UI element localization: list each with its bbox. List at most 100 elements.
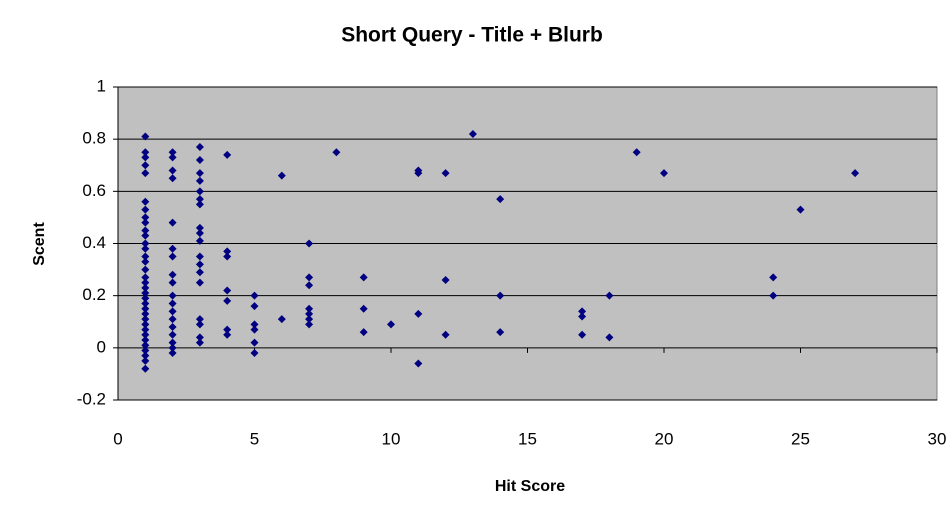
point xyxy=(141,244,150,253)
point xyxy=(141,315,150,324)
point xyxy=(195,223,204,232)
point xyxy=(223,286,232,295)
y-tick-label: 0.6 xyxy=(82,181,106,200)
point xyxy=(387,320,395,329)
point xyxy=(141,309,150,318)
point xyxy=(168,299,177,308)
point xyxy=(168,252,177,261)
point xyxy=(168,338,177,347)
x-tick-label: 25 xyxy=(791,429,810,448)
point xyxy=(195,229,204,238)
point xyxy=(769,291,778,300)
point xyxy=(141,153,150,162)
point xyxy=(632,148,641,157)
point xyxy=(141,283,150,292)
point xyxy=(168,166,177,175)
point xyxy=(141,294,150,303)
point xyxy=(195,236,204,245)
point xyxy=(168,153,177,162)
point xyxy=(195,278,204,287)
point xyxy=(277,315,286,324)
point xyxy=(250,325,259,334)
point xyxy=(250,291,259,300)
point xyxy=(141,161,150,170)
point xyxy=(414,309,423,318)
point xyxy=(223,296,232,305)
point xyxy=(195,320,204,329)
point xyxy=(359,328,368,337)
point xyxy=(141,148,150,157)
point xyxy=(195,187,204,196)
point xyxy=(305,320,314,329)
point xyxy=(277,171,286,180)
point xyxy=(441,169,450,178)
point xyxy=(223,150,232,159)
point xyxy=(195,169,204,178)
point xyxy=(796,205,805,214)
point xyxy=(769,273,778,282)
point xyxy=(195,156,204,165)
point xyxy=(141,341,150,350)
point xyxy=(332,148,341,157)
point xyxy=(141,320,150,329)
point xyxy=(660,169,668,178)
point xyxy=(441,276,450,285)
point xyxy=(168,291,177,300)
point xyxy=(578,312,587,321)
point xyxy=(141,364,150,373)
point xyxy=(195,195,204,204)
point xyxy=(141,330,150,339)
point xyxy=(605,333,614,342)
x-tick-label: 5 xyxy=(250,429,259,448)
point xyxy=(168,270,177,279)
point xyxy=(851,169,860,178)
point xyxy=(305,239,314,248)
point xyxy=(195,260,204,269)
point xyxy=(141,278,150,287)
point xyxy=(168,307,177,316)
x-tick-label: 15 xyxy=(518,429,537,448)
x-tick-label: 20 xyxy=(655,429,674,448)
y-axis-title: Scent xyxy=(31,222,48,266)
point xyxy=(168,343,177,352)
point xyxy=(141,356,150,365)
point xyxy=(195,338,204,347)
point xyxy=(141,257,150,266)
point xyxy=(496,291,505,300)
point xyxy=(250,302,259,311)
y-tick-label: 0.4 xyxy=(82,233,106,252)
point xyxy=(223,330,232,339)
point xyxy=(578,330,587,339)
point xyxy=(195,176,204,185)
point xyxy=(141,239,150,248)
point xyxy=(359,273,368,282)
point xyxy=(168,174,177,183)
point xyxy=(195,333,204,342)
point xyxy=(305,273,314,282)
point xyxy=(195,315,204,324)
point xyxy=(305,315,314,324)
point xyxy=(168,148,177,157)
point xyxy=(250,320,259,329)
point xyxy=(168,315,177,324)
point xyxy=(141,336,150,345)
point xyxy=(496,195,505,204)
point xyxy=(359,304,368,313)
point xyxy=(195,142,204,151)
x-tick-label: 30 xyxy=(928,429,947,448)
point xyxy=(305,309,314,318)
point xyxy=(168,244,177,253)
x-axis-title: Hit Score xyxy=(495,478,565,495)
point xyxy=(141,252,150,261)
point xyxy=(496,328,505,337)
point xyxy=(141,226,150,235)
point xyxy=(468,129,477,138)
point xyxy=(223,325,232,334)
point xyxy=(141,289,150,298)
point xyxy=(141,325,150,334)
point xyxy=(141,205,150,214)
point xyxy=(223,252,232,261)
point xyxy=(414,169,423,178)
point xyxy=(168,218,177,227)
